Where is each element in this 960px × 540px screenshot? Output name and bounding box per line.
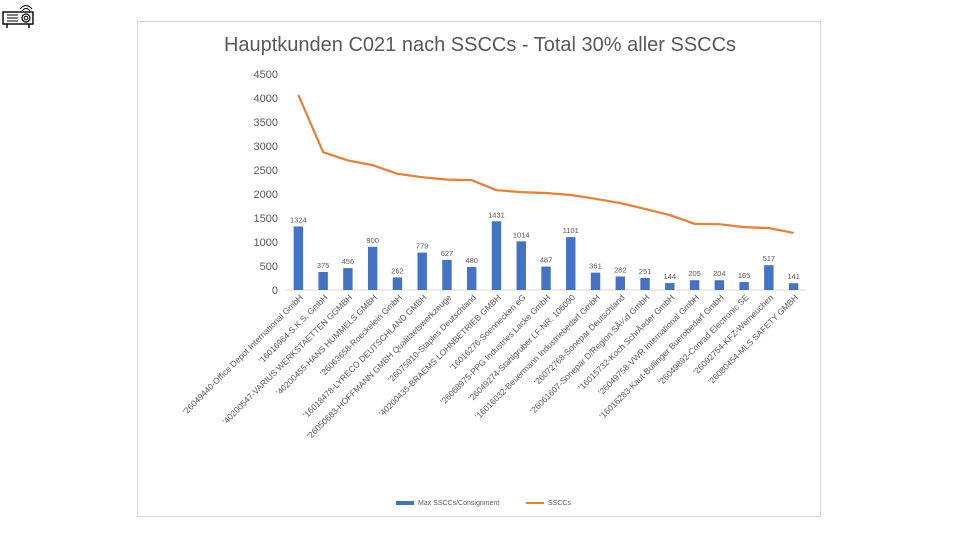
y-tick-label: 3000 xyxy=(254,141,278,153)
bar xyxy=(491,221,502,290)
bar xyxy=(442,259,452,290)
y-tick-label: 4500 xyxy=(254,69,278,81)
bar-data-label: 779 xyxy=(416,242,429,251)
bar-data-label: 487 xyxy=(540,256,553,265)
bar xyxy=(615,276,625,290)
y-tick-label: 4000 xyxy=(254,93,278,105)
chart-plot: 0 500 1000 1500 2000 2500 3000 3500 4000 4500 1324… xyxy=(181,69,806,441)
chart-legend: Max SSCCs/Consignment SSCCs xyxy=(138,498,822,512)
y-tick-label: 0 xyxy=(272,285,278,297)
bar xyxy=(566,237,576,290)
projector-icon xyxy=(2,5,34,28)
bar-data-label: 262 xyxy=(391,266,404,275)
bar xyxy=(788,283,799,290)
legend-item-bars: Max SSCCs/Consignment xyxy=(396,500,499,507)
bar xyxy=(516,241,526,290)
y-tick-label: 3500 xyxy=(254,117,278,129)
bar xyxy=(714,280,725,290)
legend-label-line: SSCCs xyxy=(548,500,571,507)
bar-data-label: 1014 xyxy=(513,230,530,239)
bar xyxy=(467,266,477,290)
bar xyxy=(640,277,650,290)
y-tick-label: 1000 xyxy=(254,237,278,249)
y-tick-label: 2500 xyxy=(254,165,278,177)
bar-data-label: 282 xyxy=(614,265,627,274)
bar xyxy=(293,226,304,290)
bar-data-label: 375 xyxy=(317,261,330,270)
bar-data-label: 165 xyxy=(738,271,751,280)
bar-data-label: 141 xyxy=(787,272,800,281)
y-tick-label: 2000 xyxy=(254,189,278,201)
bar xyxy=(392,277,403,290)
legend-item-line: SSCCs xyxy=(526,500,571,507)
chart-frame: Hauptkunden C021 nach SSCCs - Total 30% … xyxy=(137,21,821,517)
chart-title: Hauptkunden C021 nach SSCCs - Total 30% … xyxy=(223,34,737,56)
bar xyxy=(764,265,774,290)
bar-data-label: 900 xyxy=(366,236,379,245)
y-tick-label: 500 xyxy=(260,261,278,273)
legend-swatch-bars xyxy=(396,501,414,506)
bar-data-label: 480 xyxy=(465,256,478,265)
bar-data-label: 1431 xyxy=(488,210,505,219)
bar-data-label: 627 xyxy=(441,249,454,258)
bar-data-label: 1324 xyxy=(290,215,307,224)
y-tick-label: 1500 xyxy=(254,213,278,225)
legend-swatch-line xyxy=(526,502,544,505)
bar xyxy=(343,268,353,290)
bar xyxy=(417,252,427,290)
bar-data-label: 456 xyxy=(342,257,355,266)
bar xyxy=(590,272,601,290)
bar xyxy=(689,280,700,290)
bar-data-label: 517 xyxy=(763,254,776,263)
legend-label-bars: Max SSCCs/Consignment xyxy=(418,500,500,507)
bar-data-label: 204 xyxy=(713,269,726,278)
bar-data-label: 144 xyxy=(664,272,677,281)
bar xyxy=(739,282,749,290)
bar-data-label: 205 xyxy=(688,269,701,278)
bar xyxy=(318,272,328,290)
bar-data-label: 251 xyxy=(639,267,652,276)
bar-data-label: 361 xyxy=(589,262,602,271)
bar xyxy=(665,283,675,290)
bar xyxy=(541,266,551,290)
bar xyxy=(367,246,378,290)
bar-data-label: 1101 xyxy=(563,226,579,235)
series-line-ssccs xyxy=(297,94,794,234)
